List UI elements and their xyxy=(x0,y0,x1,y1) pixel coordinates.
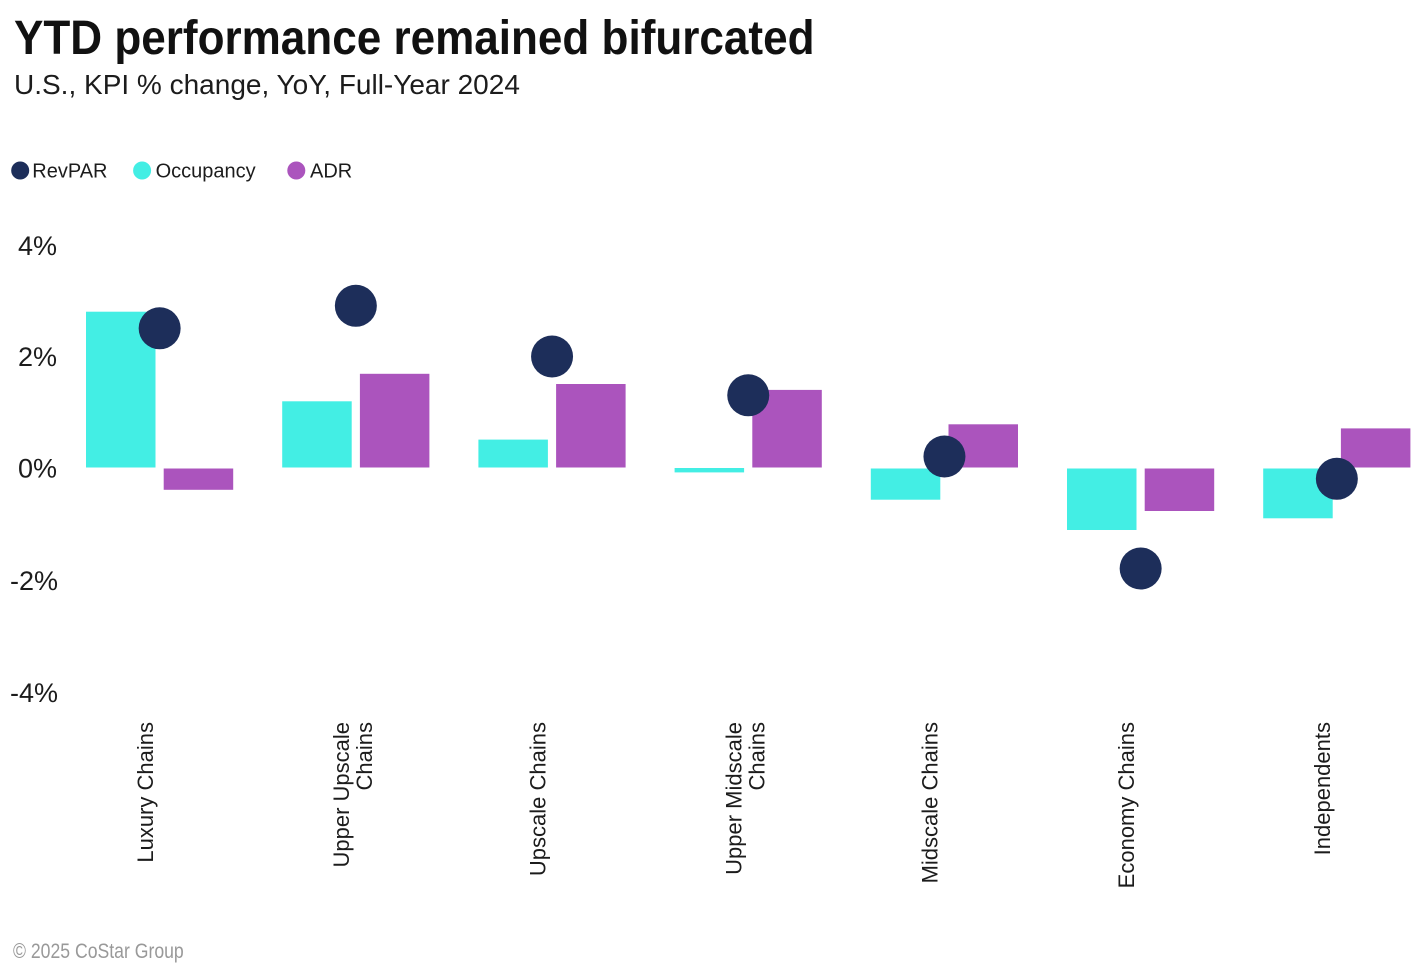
svg-text:RevPAR: RevPAR xyxy=(32,161,107,183)
svg-text:Luxury Chains: Luxury Chains xyxy=(133,722,158,863)
svg-text:YTD performance remained bifur: YTD performance remained bifurcated xyxy=(14,10,815,64)
svg-text:4%: 4% xyxy=(18,231,57,261)
svg-text:ADR: ADR xyxy=(310,161,352,183)
svg-text:-4%: -4% xyxy=(10,678,58,708)
svg-text:Occupancy: Occupancy xyxy=(156,161,256,183)
svg-text:Upper Upscale: Upper Upscale xyxy=(329,722,354,868)
svg-text:© 2025 CoStar Group: © 2025 CoStar Group xyxy=(13,939,184,963)
svg-text:Midscale Chains: Midscale Chains xyxy=(918,722,943,883)
svg-text:Economy Chains: Economy Chains xyxy=(1114,722,1139,888)
svg-text:U.S., KPI % change, YoY, Full-: U.S., KPI % change, YoY, Full-Year 2024 xyxy=(14,69,520,100)
svg-text:Chains: Chains xyxy=(744,722,769,790)
svg-text:Independents: Independents xyxy=(1310,722,1335,855)
svg-text:Upper Midscale: Upper Midscale xyxy=(721,722,746,875)
svg-text:2%: 2% xyxy=(18,342,57,372)
svg-text:Chains: Chains xyxy=(352,722,377,790)
svg-text:-2%: -2% xyxy=(10,566,58,596)
svg-text:Upscale Chains: Upscale Chains xyxy=(525,722,550,876)
svg-text:0%: 0% xyxy=(18,453,57,483)
